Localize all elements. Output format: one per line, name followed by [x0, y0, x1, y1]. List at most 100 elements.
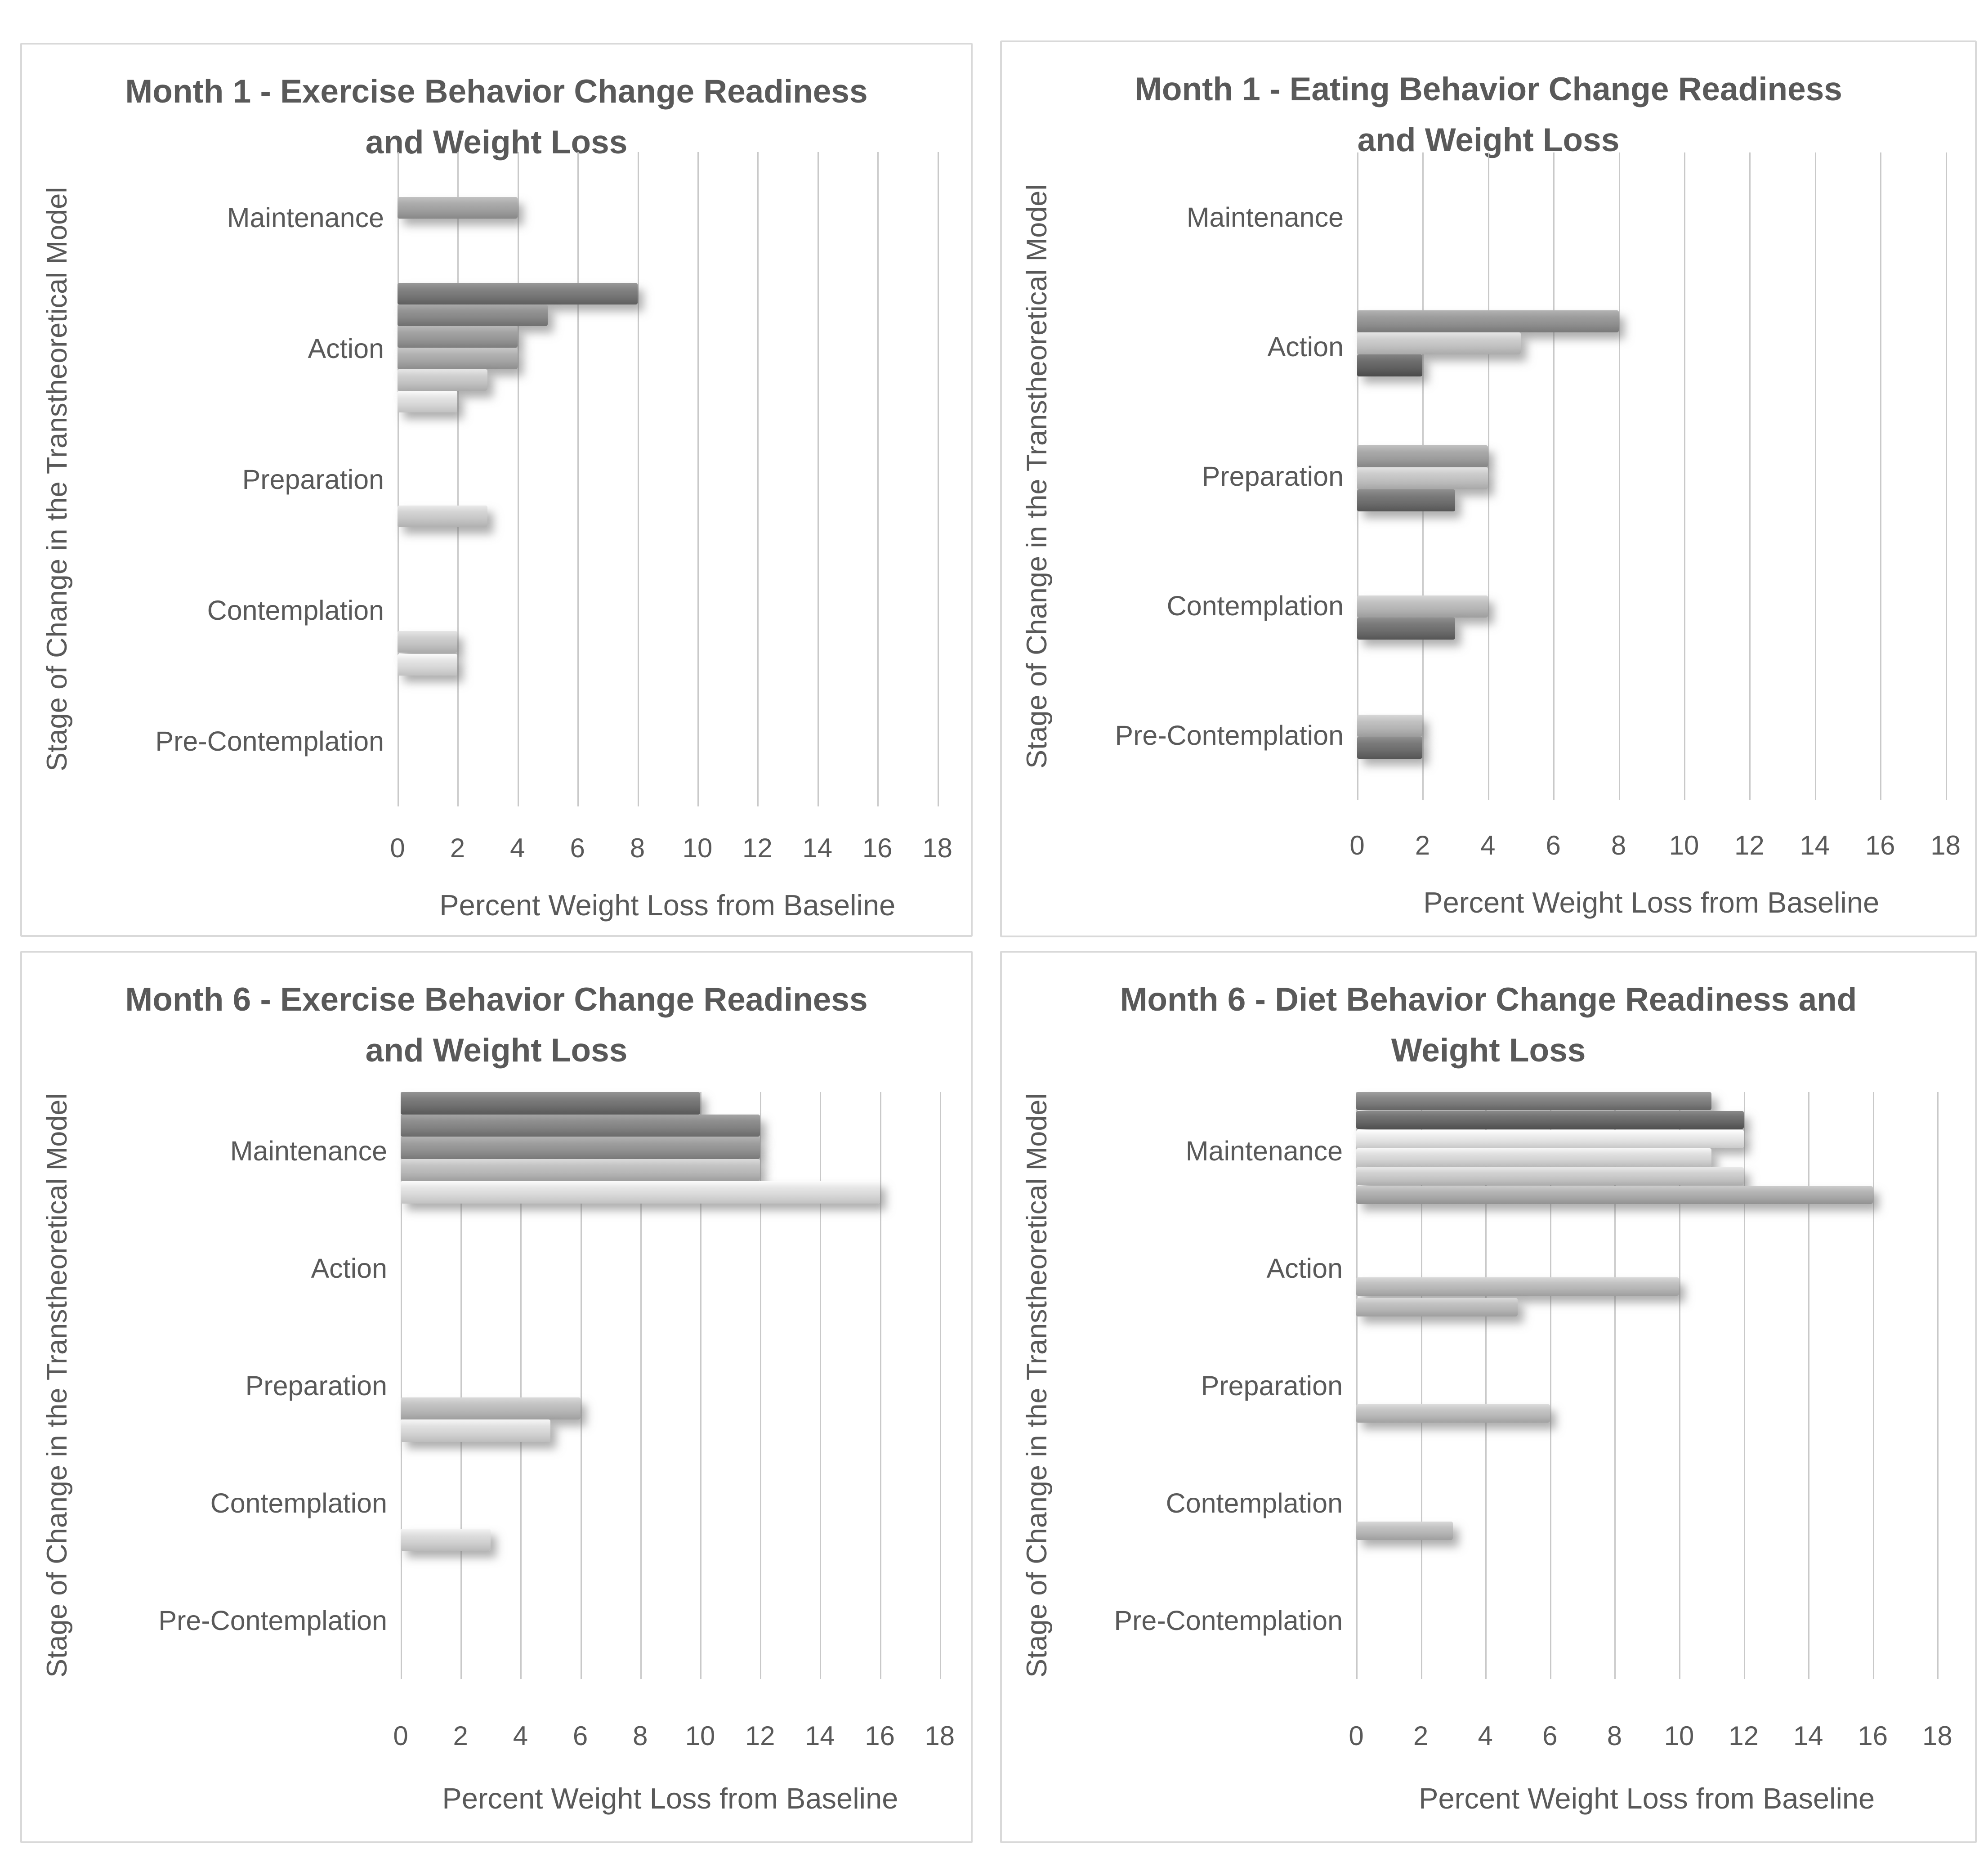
x-axis-title: Percent Weight Loss from Baseline [1419, 1782, 1875, 1815]
x-tick-label: 16 [1865, 830, 1895, 860]
bar [1356, 1277, 1679, 1296]
gridline [577, 152, 579, 806]
chart-title-line: Month 1 - Eating Behavior Change Readine… [1135, 71, 1842, 107]
category-label: Action [1266, 1253, 1343, 1284]
chart-panel-month1-eating: Month 1 - Eating Behavior Change Readine… [1000, 40, 1977, 937]
chart-panel-month6-diet: Month 6 - Diet Behavior Change Readiness… [1000, 951, 1977, 1843]
x-tick-label: 4 [1478, 1721, 1493, 1751]
x-tick-label: 2 [1413, 1721, 1429, 1751]
gridline [1743, 1092, 1745, 1679]
x-tick-label: 16 [862, 833, 893, 863]
bar [1357, 445, 1488, 467]
gridline [1684, 152, 1685, 800]
x-tick-label: 4 [510, 833, 525, 863]
category-label: Preparation [1201, 1370, 1343, 1401]
x-tick-label: 6 [1546, 830, 1561, 860]
gridline [820, 1092, 822, 1679]
x-tick-label: 8 [1607, 1721, 1622, 1751]
gridline [640, 1092, 642, 1679]
plot-area [1356, 1092, 1939, 1679]
category-label: Contemplation [1166, 591, 1344, 621]
bar [398, 369, 488, 391]
bar [1357, 467, 1488, 489]
gridline [1808, 1092, 1810, 1679]
category-label: Maintenance [230, 1135, 387, 1166]
bar [398, 631, 458, 653]
gridline [1550, 1092, 1551, 1679]
x-tick-label: 6 [570, 833, 585, 863]
bar [1357, 736, 1423, 759]
gridline [1749, 152, 1751, 800]
x-tick-label: 6 [572, 1721, 588, 1751]
category-label: Contemplation [1166, 1487, 1343, 1518]
bar [401, 1092, 700, 1115]
x-tick-label: 14 [1800, 830, 1830, 860]
gridline [1618, 152, 1620, 800]
bar [1356, 1148, 1711, 1167]
plot-area [401, 1092, 941, 1679]
x-tick-label: 10 [682, 833, 713, 863]
bar [398, 348, 518, 370]
bar [1356, 1186, 1873, 1204]
gridline [401, 1092, 402, 1679]
bar [398, 505, 488, 527]
x-tick-label: 4 [513, 1721, 528, 1751]
x-tick-label: 12 [742, 833, 773, 863]
gridline [760, 1092, 762, 1679]
chart-title-line: and Weight Loss [1357, 122, 1620, 158]
plot-area [398, 152, 939, 806]
x-tick-label: 14 [1793, 1721, 1823, 1751]
bar [401, 1397, 581, 1420]
category-label: Action [311, 1253, 387, 1284]
gridline [457, 152, 459, 806]
x-tick-label: 8 [633, 1721, 648, 1751]
chart-title-line: Month 1 - Exercise Behavior Change Readi… [125, 73, 868, 110]
gridline [1814, 152, 1816, 800]
plot-area [1357, 152, 1947, 800]
gridline [1356, 1092, 1358, 1679]
category-label: Preparation [1202, 461, 1344, 492]
gridline [1488, 152, 1489, 800]
gridline [398, 152, 399, 806]
gridline [1485, 1092, 1487, 1679]
gridline [1937, 1092, 1939, 1679]
bar [1356, 1298, 1518, 1316]
gridline [1679, 1092, 1680, 1679]
bar [1357, 354, 1423, 377]
x-tick-label: 4 [1480, 830, 1496, 860]
bar [401, 1159, 760, 1182]
x-tick-label: 8 [630, 833, 645, 863]
chart-panel-month1-exercise: Month 1 - Exercise Behavior Change Readi… [20, 43, 973, 937]
x-tick-label: 2 [453, 1721, 468, 1751]
gridline [1614, 1092, 1616, 1679]
chart-title-line: Month 6 - Exercise Behavior Change Readi… [125, 981, 868, 1018]
bar [401, 1528, 491, 1551]
x-tick-label: 0 [1349, 1721, 1364, 1751]
gridline [517, 152, 519, 806]
x-tick-label: 14 [802, 833, 833, 863]
bar [398, 391, 458, 413]
category-label: Action [1267, 331, 1344, 362]
x-tick-label: 10 [1669, 830, 1699, 860]
x-tick-label: 12 [1734, 830, 1765, 860]
chart-title: Month 1 - Eating Behavior Change Readine… [1029, 64, 1948, 166]
gridline [937, 152, 939, 806]
x-tick-label: 14 [805, 1721, 835, 1751]
x-tick-label: 16 [1858, 1721, 1888, 1751]
gridline [700, 1092, 701, 1679]
bar [398, 304, 548, 326]
gridline [939, 1092, 941, 1679]
bar [1356, 1522, 1453, 1540]
x-tick-label: 18 [922, 833, 952, 863]
gridline [520, 1092, 522, 1679]
category-label: Contemplation [210, 1487, 387, 1518]
x-tick-label: 18 [925, 1721, 955, 1751]
chart-title: Month 1 - Exercise Behavior Change Readi… [49, 66, 944, 168]
bar [1357, 332, 1521, 355]
chart-title-line: and Weight Loss [365, 1032, 628, 1069]
gridline [1421, 1092, 1422, 1679]
chart-title: Month 6 - Diet Behavior Change Readiness… [1029, 974, 1948, 1076]
x-tick-label: 6 [1542, 1721, 1558, 1751]
bar [1357, 617, 1456, 640]
x-axis-title: Percent Weight Loss from Baseline [1423, 886, 1880, 919]
